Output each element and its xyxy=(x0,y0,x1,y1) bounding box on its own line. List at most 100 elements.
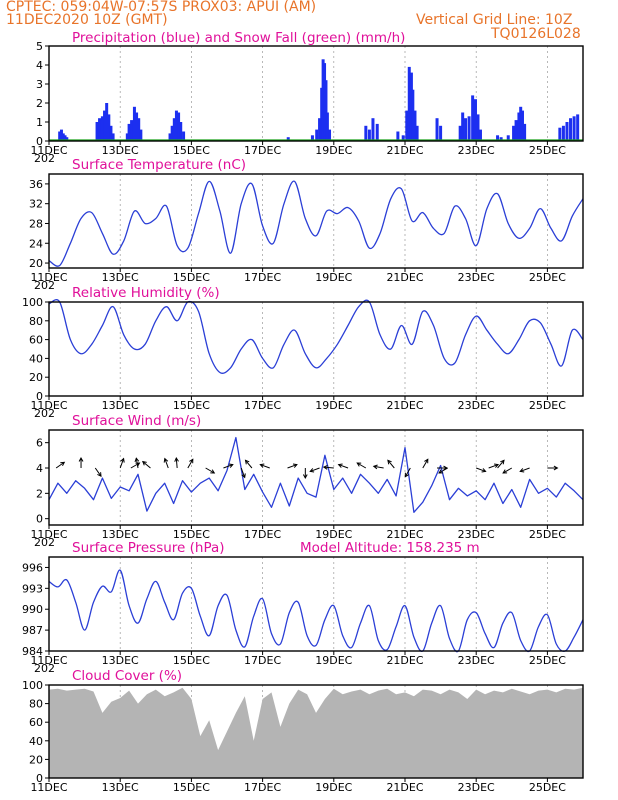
precip-bar xyxy=(367,129,371,141)
precip-bar xyxy=(59,129,63,141)
x-tick-label: 19DEC xyxy=(315,654,352,667)
x-tick-label: 25DEC xyxy=(529,654,566,667)
y-tick-label: 60 xyxy=(29,334,43,347)
wind-arrow-head xyxy=(372,464,378,470)
x-tick-label: 13DEC xyxy=(102,654,139,667)
wind-arrow-shaft xyxy=(476,467,486,472)
y-tick-label: 36 xyxy=(29,178,43,191)
y-tick-label: 1 xyxy=(36,116,43,129)
x-tick-label: 21DEC xyxy=(386,781,423,794)
precip-bar xyxy=(512,125,516,141)
x-tick-label: 17DEC xyxy=(244,781,281,794)
x-tick-label: 17DEC xyxy=(244,528,281,541)
panel-title: Cloud Cover (%) xyxy=(72,668,182,684)
precip-bar xyxy=(496,135,500,141)
year-stub: 202 xyxy=(34,407,55,420)
precip-bar xyxy=(396,131,400,141)
precip-bar xyxy=(458,125,462,141)
wind-arrow-shaft xyxy=(373,465,384,469)
precip-bar xyxy=(325,112,329,141)
wind-arrow-head xyxy=(438,469,444,474)
x-tick-label: 17DEC xyxy=(244,271,281,284)
x-tick-label: 21DEC xyxy=(386,271,423,284)
precip-bar xyxy=(473,99,477,141)
wind-arrow-shaft xyxy=(142,461,151,469)
y-tick-label: 996 xyxy=(22,561,43,574)
panel-frame xyxy=(48,173,584,269)
precip-bar xyxy=(561,125,565,141)
x-tick-label: 17DEC xyxy=(244,654,281,667)
precip-bar xyxy=(105,103,109,141)
wind-arrow-head xyxy=(120,457,125,463)
precip-bar xyxy=(375,123,379,141)
x-tick-label: 23DEC xyxy=(458,654,495,667)
precip-bar xyxy=(413,110,417,141)
panel-temperature: 20 24 28 32 36 11DEC 13DEC 15DEC 17DEC 19DEC 21DEC… xyxy=(29,157,584,292)
wind-arrow-head xyxy=(163,457,169,463)
x-tick-label: 23DEC xyxy=(458,528,495,541)
wind-arrow xyxy=(476,467,487,473)
year-stub: 202 xyxy=(34,152,55,165)
wind-arrow-head xyxy=(174,456,179,462)
y-tick-label: 0 xyxy=(36,390,43,403)
wind-arrow xyxy=(259,463,270,469)
x-tick-label: 11DEC xyxy=(30,654,67,667)
wind-arrow-head xyxy=(424,458,429,464)
y-tick-label: 60 xyxy=(29,716,43,729)
precip-bar xyxy=(576,114,580,141)
header-date: 11DEC2020 10Z (GMT) xyxy=(6,12,168,28)
x-tick-label: 23DEC xyxy=(458,781,495,794)
wind-arrow-shaft xyxy=(422,459,429,469)
y-tick-label: 100 xyxy=(22,679,43,692)
x-tick-label: 13DEC xyxy=(102,528,139,541)
wind-arrow xyxy=(78,456,84,468)
precip-bar xyxy=(439,125,443,141)
wind-arrow-head xyxy=(302,474,308,480)
wind-arrow-shaft xyxy=(245,460,253,469)
wind-arrow-head xyxy=(404,472,410,478)
temperature-line xyxy=(48,180,584,267)
wind-arrow xyxy=(94,467,102,478)
panel-humidity: 0 20 40 60 80 100 11DEC 13DEC 15DEC 17DEC 19DEC 21D… xyxy=(22,285,584,420)
wind-arrow xyxy=(488,463,500,469)
panel-cloud: 0 20 40 60 80 100 11DEC 13DEC 15DEC 17DEC 19DEC 21D… xyxy=(22,668,584,794)
wind-arrow-head xyxy=(356,462,362,467)
y-tick-label: 24 xyxy=(29,237,43,250)
wind-arrow-head xyxy=(141,460,147,466)
x-tick-label: 21DEC xyxy=(386,399,423,412)
precip-bar xyxy=(464,118,468,141)
wind-arrow xyxy=(372,464,384,470)
wind-arrow xyxy=(302,468,308,480)
wind-arrow-shaft xyxy=(387,460,395,469)
x-tick-label: 11DEC xyxy=(30,781,67,794)
panel-title: Surface Pressure (hPa) xyxy=(72,540,225,556)
wind-arrow-shaft xyxy=(520,467,530,472)
panel-title: Surface Temperature (nC) xyxy=(72,157,246,173)
x-tick-label: 25DEC xyxy=(529,781,566,794)
wind-arrow-head xyxy=(241,473,246,479)
x-tick-label: 13DEC xyxy=(102,781,139,794)
wind-arrow xyxy=(223,463,234,469)
wind-arrow-head xyxy=(60,461,66,467)
y-tick-label: 6 xyxy=(36,437,43,450)
panel-frame xyxy=(48,684,584,779)
precip-bar xyxy=(65,137,69,141)
precip-bar xyxy=(63,135,67,141)
wind-arrow xyxy=(356,462,367,469)
wind-arrow-head xyxy=(500,459,505,465)
x-tick-label: 15DEC xyxy=(173,781,210,794)
wind-arrow-shaft xyxy=(130,462,140,469)
wind-line xyxy=(48,436,584,513)
precip-bar xyxy=(137,118,141,141)
wind-arrow-shaft xyxy=(164,458,169,469)
x-tick-label: 19DEC xyxy=(315,528,352,541)
precip-bar xyxy=(415,125,419,141)
precip-bar xyxy=(98,118,102,141)
precip-bar xyxy=(107,114,111,141)
wind-arrow xyxy=(244,459,253,469)
panel-pressure: 984 987 990 993 996 11DEC 13DEC 15DEC 17DEC 19DEC… xyxy=(22,540,584,675)
wind-arrow xyxy=(240,467,246,479)
x-tick-label: 21DEC xyxy=(386,144,423,157)
panel-frame xyxy=(48,45,584,142)
x-tick-label: 15DEC xyxy=(173,528,210,541)
